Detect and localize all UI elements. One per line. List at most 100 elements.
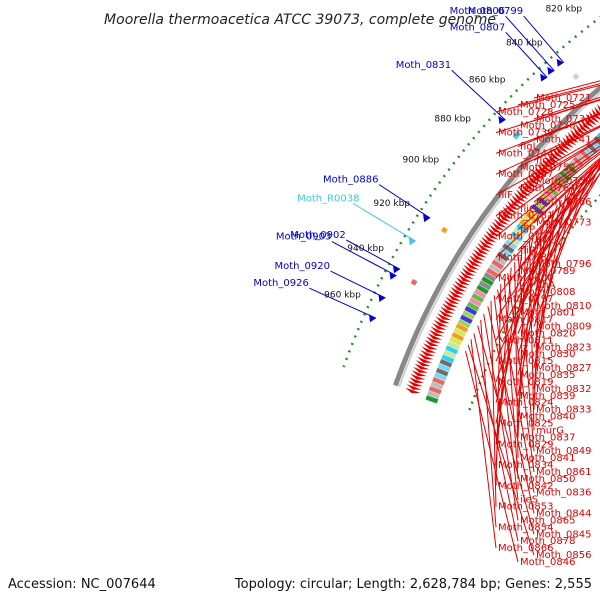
forward-label-leader	[517, 83, 600, 106]
genome-backbone	[393, 84, 600, 387]
forward-label-leader	[517, 126, 600, 168]
cog-block	[516, 223, 529, 234]
forward-gene-arrow	[542, 158, 555, 170]
forward-gene-arrow	[500, 209, 514, 220]
reverse-gene-label: Moth_0831	[396, 60, 451, 71]
forward-gene-arrow	[437, 313, 452, 321]
forward-gene-arrow	[597, 103, 600, 113]
cog-block	[483, 272, 497, 282]
forward-gene-arrow	[467, 258, 481, 267]
forward-label-leader	[517, 246, 527, 438]
reverse-gene-arrow	[498, 116, 506, 124]
forward-gene-label: Moth_0741	[536, 135, 591, 146]
forward-label-leader	[487, 306, 535, 514]
scale-tick-label: 820 kbp	[545, 5, 582, 15]
reverse-label-leader	[331, 241, 397, 277]
forward-gene-label: Moth_0810	[536, 301, 591, 312]
forward-label-leader	[503, 278, 519, 479]
reverse-label-leader	[378, 184, 431, 219]
reverse-gene-arrow	[378, 294, 386, 302]
reverse-label-leader	[309, 287, 377, 319]
forward-gene-arrow	[454, 280, 469, 289]
forward-gene-label: Moth_0841	[520, 453, 575, 464]
forward-gene-label: Moth_0752	[520, 162, 575, 173]
forward-label-leader	[517, 230, 538, 417]
forward-gene-arrow	[424, 339, 440, 347]
cog-block	[445, 345, 459, 355]
forward-label-leader	[497, 289, 535, 493]
forward-gene-arrow	[481, 236, 495, 246]
forward-gene-arrow	[506, 200, 520, 211]
genome-backbone-shadow	[398, 92, 600, 388]
cog-block	[430, 381, 444, 390]
forward-gene-arrow	[443, 300, 458, 308]
scale-tick-label: 840 kbp	[506, 39, 543, 49]
forward-gene-label: Moth_0736	[520, 121, 575, 132]
cog-block	[439, 358, 453, 368]
forward-gene-label: Moth_0830	[520, 349, 575, 360]
forward-gene-label: Moth_0837	[520, 432, 575, 443]
forward-gene-arrow	[502, 206, 516, 217]
reverse-gene-label: Moth_0886	[323, 175, 378, 186]
feature-block	[512, 130, 521, 140]
forward-gene-label: Moth_0721	[536, 93, 591, 104]
cog-block	[432, 377, 445, 386]
cog-block	[486, 267, 499, 278]
feature-tracks	[342, 15, 600, 413]
reverse-gene-arrow	[393, 265, 400, 274]
cog-block	[491, 259, 504, 270]
forward-gene-arrow	[586, 113, 597, 126]
cog-block	[524, 211, 538, 223]
forward-label-leader	[517, 157, 600, 230]
forward-gene-arrow	[487, 227, 501, 237]
scale-tick-label: 920 kbp	[373, 199, 410, 209]
forward-label-leader	[517, 148, 600, 210]
forward-gene-arrow	[523, 180, 536, 191]
forward-gene-label: fliP	[520, 225, 535, 236]
cog-block	[464, 305, 478, 316]
forward-label-leader	[473, 333, 519, 542]
forward-gene-arrow	[570, 129, 582, 141]
forward-gene-arrow	[415, 360, 431, 367]
forward-gene-arrow	[448, 290, 463, 298]
forward-gene-arrow	[432, 323, 447, 330]
cog-block	[478, 280, 492, 291]
cog-block	[471, 293, 485, 303]
feature-blocks	[410, 73, 580, 286]
forward-gene-arrow	[591, 108, 600, 120]
forward-gene-label: Moth_0839	[520, 391, 575, 402]
forward-gene-label: fliG	[520, 204, 537, 215]
forward-gene-arrow	[426, 336, 441, 343]
forward-gene-arrow	[447, 293, 462, 302]
cog-block	[481, 276, 494, 287]
forward-label-leader	[467, 344, 535, 556]
forward-gene-label: flhF	[536, 238, 555, 249]
forward-label-leader	[495, 125, 600, 175]
forward-gene-label: Moth_0878	[520, 536, 575, 547]
forward-label-leader	[495, 112, 600, 154]
forward-gene-arrow	[537, 163, 550, 175]
forward-label-leader	[495, 145, 600, 217]
forward-gene-label: Moth_0789	[520, 266, 575, 277]
forward-gene-label: Moth_0850	[520, 474, 575, 485]
forward-gene-arrow	[557, 142, 569, 154]
cog-block	[455, 323, 469, 333]
forward-gene-arrow	[421, 346, 437, 353]
scale-tick-label: 940 kbp	[347, 244, 384, 254]
forward-label-leader	[495, 235, 534, 424]
forward-label-leader	[533, 151, 600, 203]
forward-gene-arrow	[442, 303, 457, 311]
forward-gene-arrow	[461, 267, 476, 276]
forward-gene-label: Moth_0836	[536, 488, 591, 499]
cog-block	[527, 207, 541, 219]
forward-label-leader	[495, 136, 600, 196]
cog-block	[453, 327, 467, 337]
forward-gene-arrow	[440, 306, 455, 314]
forward-gene-label: murG	[536, 425, 564, 436]
forward-gene-label: Moth_0856	[536, 550, 591, 561]
forward-gene-arrow	[420, 349, 435, 357]
forward-label-leader	[517, 138, 600, 189]
forward-label-leader	[480, 319, 497, 528]
reverse-gene-arrow	[540, 73, 548, 82]
